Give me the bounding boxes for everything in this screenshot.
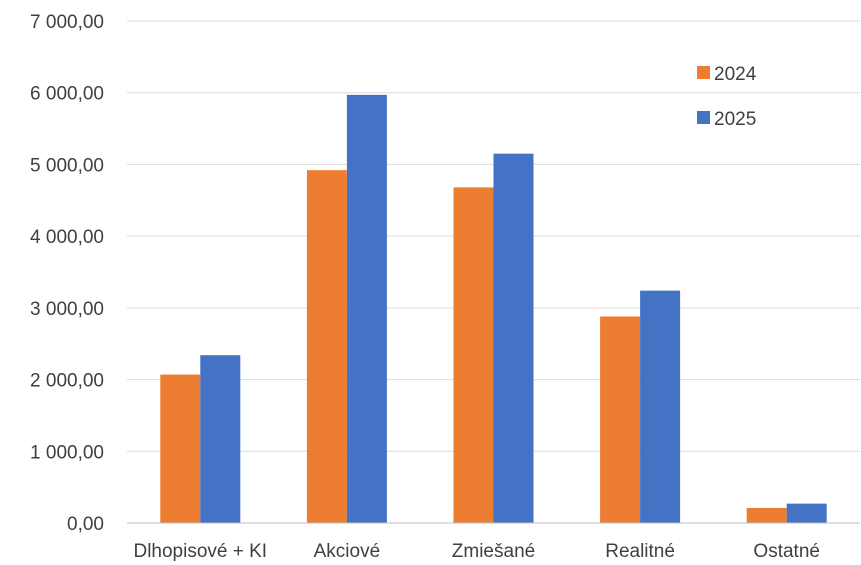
x-category-label: Zmiešané xyxy=(452,541,535,562)
bar-2025-1 xyxy=(200,355,241,523)
x-category-label: Akciové xyxy=(314,541,381,562)
bar-2025-5 xyxy=(786,503,827,523)
x-axis-category-labels: Dlhopisové + KI Akciové Zmiešané Realitné Os… xyxy=(133,541,819,562)
x-category-label: Ostatné xyxy=(753,541,820,562)
legend-label-2025: 2025 xyxy=(714,109,756,130)
bar-2024-5 xyxy=(746,507,787,523)
y-axis-tick-labels: 0,00 1 000,00 2 000,00 3 000,00 4 000,00 5 00… xyxy=(30,12,104,535)
bar-2024-3 xyxy=(453,187,494,523)
legend: 2024 2025 xyxy=(697,64,757,130)
legend-swatch-2024 xyxy=(697,66,710,79)
x-category-label: Dlhopisové + KI xyxy=(133,541,267,562)
x-category-label: Realitné xyxy=(605,541,675,562)
y-tick-label: 6 000,00 xyxy=(30,84,104,105)
bars xyxy=(160,94,827,523)
legend-label-2024: 2024 xyxy=(714,64,757,85)
bar-2024-2 xyxy=(306,170,347,523)
bar-2024-4 xyxy=(600,316,641,523)
bar-2025-4 xyxy=(640,290,681,523)
bar-2025-2 xyxy=(346,94,387,523)
bar-2024-1 xyxy=(160,374,201,523)
y-tick-label: 7 000,00 xyxy=(30,12,104,33)
bar-2025-3 xyxy=(493,153,534,523)
y-tick-label: 2 000,00 xyxy=(30,371,104,392)
y-tick-label: 0,00 xyxy=(67,514,104,535)
y-tick-label: 1 000,00 xyxy=(30,442,104,463)
y-tick-label: 4 000,00 xyxy=(30,227,104,248)
y-tick-label: 3 000,00 xyxy=(30,299,104,320)
legend-swatch-2025 xyxy=(697,111,710,124)
y-tick-label: 5 000,00 xyxy=(30,155,104,176)
